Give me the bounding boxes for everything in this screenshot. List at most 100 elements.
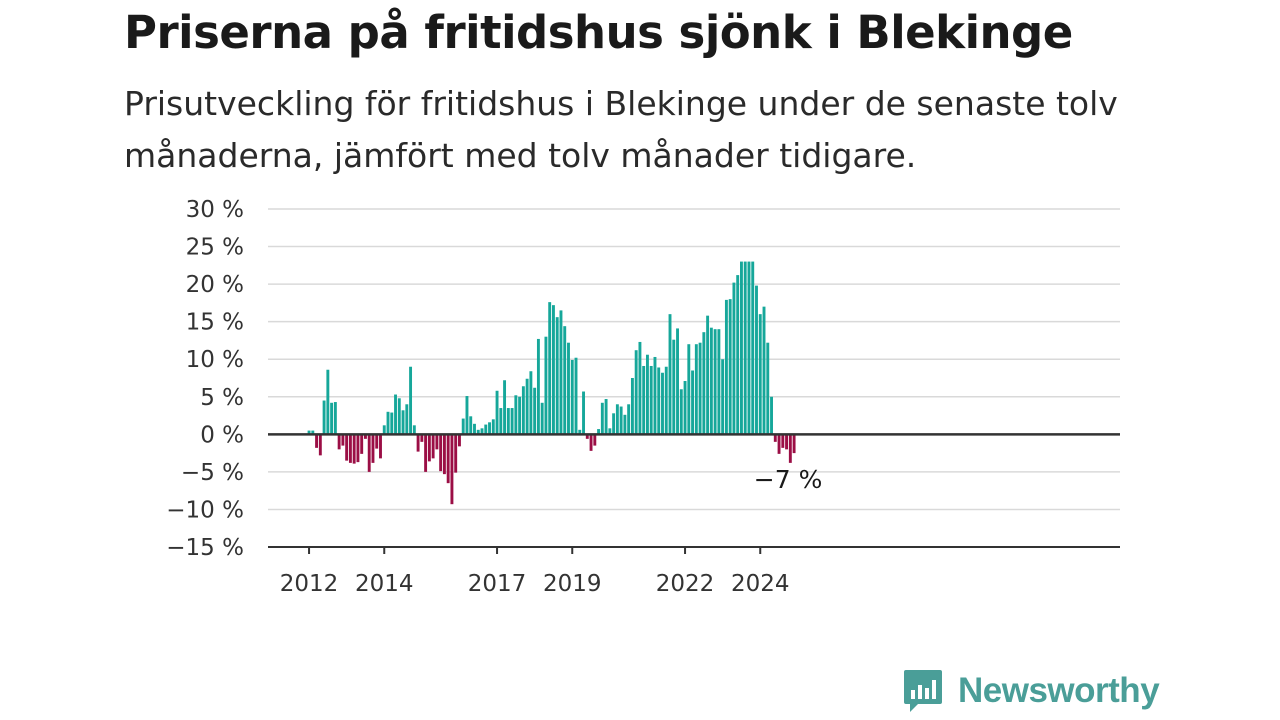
bar xyxy=(585,434,589,439)
bar xyxy=(491,419,495,435)
bar xyxy=(364,434,367,439)
bar xyxy=(740,261,743,435)
bar xyxy=(533,387,537,435)
bar xyxy=(488,422,491,435)
bar xyxy=(386,411,390,435)
bar xyxy=(499,408,503,435)
bar xyxy=(454,434,458,473)
bar xyxy=(713,329,717,435)
bar xyxy=(345,434,349,461)
bar xyxy=(439,434,443,472)
bar xyxy=(375,434,379,449)
bar xyxy=(405,404,409,435)
bar xyxy=(476,429,480,435)
bar xyxy=(536,338,540,435)
newsworthy-chart-bubble-icon xyxy=(904,670,942,712)
bar xyxy=(770,396,773,435)
bar xyxy=(758,314,762,435)
bar xyxy=(416,434,420,452)
bar xyxy=(469,416,473,435)
bar xyxy=(552,305,555,435)
bar xyxy=(709,327,713,435)
bar xyxy=(642,365,646,435)
bar xyxy=(646,354,649,435)
bar xyxy=(450,434,454,505)
bar xyxy=(318,434,322,456)
bar xyxy=(401,410,405,435)
bar xyxy=(420,434,424,442)
x-tick-label: 2024 xyxy=(731,571,790,597)
y-tick-label: 15 % xyxy=(186,310,244,336)
bar xyxy=(563,326,567,435)
brand-logo: Newsworthy xyxy=(902,668,1160,714)
bar xyxy=(333,402,337,435)
x-tick-label: 2022 xyxy=(656,571,715,597)
y-tick-label: 25 % xyxy=(186,235,244,261)
bar xyxy=(612,413,616,435)
bar xyxy=(544,336,548,435)
bar xyxy=(634,350,638,435)
bar xyxy=(382,425,386,435)
bar xyxy=(597,429,601,435)
bar xyxy=(755,285,758,435)
bar xyxy=(691,370,695,435)
bar xyxy=(412,425,416,435)
chart-title: Priserna på fritidshus sjönk i Blekinge xyxy=(124,6,1073,59)
bar xyxy=(367,434,371,472)
x-tick-label: 2012 xyxy=(280,571,339,597)
bar xyxy=(649,365,653,435)
bar xyxy=(503,380,507,435)
bar xyxy=(510,408,514,435)
bar xyxy=(766,342,770,435)
bar xyxy=(664,366,668,435)
bar xyxy=(792,434,796,454)
bar xyxy=(773,434,777,442)
bar xyxy=(706,315,710,435)
bar xyxy=(360,434,364,454)
bar xyxy=(582,391,585,435)
bar xyxy=(627,404,631,435)
bar xyxy=(379,434,382,459)
bar xyxy=(518,396,522,435)
bar xyxy=(589,434,593,451)
grid-lines xyxy=(268,208,1120,511)
bar xyxy=(608,428,612,435)
bar xyxy=(521,386,525,435)
bar xyxy=(751,261,755,435)
bars xyxy=(307,261,796,505)
bar xyxy=(604,399,608,435)
bar xyxy=(567,342,570,435)
bar xyxy=(480,428,484,435)
bar xyxy=(694,344,698,435)
bar xyxy=(781,434,785,448)
bar xyxy=(736,275,740,435)
y-tick-label: −5 % xyxy=(181,460,244,486)
bar xyxy=(623,414,627,435)
bar xyxy=(348,434,352,463)
bar xyxy=(424,434,428,472)
bar xyxy=(506,408,510,435)
y-tick-label: 30 % xyxy=(186,197,244,223)
bar xyxy=(461,418,465,435)
bar xyxy=(514,395,518,435)
bar xyxy=(409,366,413,435)
bar xyxy=(525,378,529,435)
bar xyxy=(762,306,766,435)
bar xyxy=(446,434,450,484)
bar xyxy=(702,332,706,435)
bar xyxy=(356,434,360,463)
bar xyxy=(311,430,315,435)
bar xyxy=(529,371,533,435)
bar xyxy=(465,396,469,435)
bar xyxy=(559,310,563,435)
bar xyxy=(721,359,725,435)
bar xyxy=(473,423,476,435)
bar xyxy=(619,406,623,435)
bar xyxy=(653,356,657,435)
bar xyxy=(337,434,341,450)
y-tick-label: −15 % xyxy=(166,535,244,561)
bar xyxy=(548,302,552,435)
bar xyxy=(352,434,356,464)
y-tick-label: 5 % xyxy=(200,385,244,411)
bar xyxy=(668,314,672,435)
